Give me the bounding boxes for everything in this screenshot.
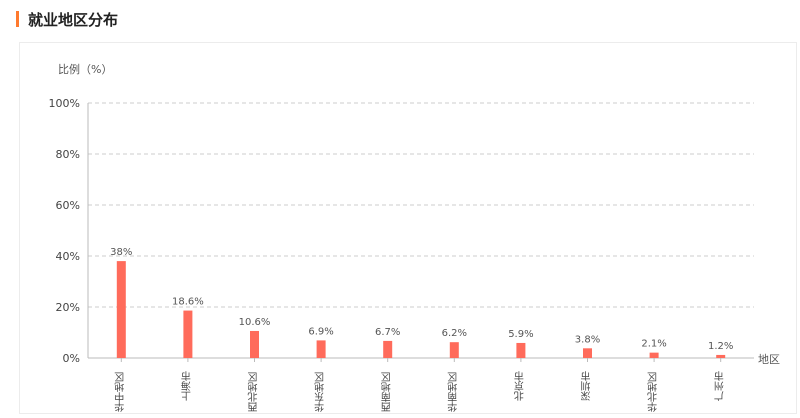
data-label: 10.6% bbox=[239, 317, 271, 328]
x-tick-label: 西北地区 bbox=[248, 372, 260, 412]
data-label: 2.1% bbox=[641, 339, 666, 350]
y-tick-label: 20% bbox=[56, 301, 80, 314]
x-axis-label: 地区 bbox=[758, 353, 780, 366]
bar-chart: 0% 20% 40% 60% 80% 100% 38% 华中地区 18.6% 上海市 10.6% 西… bbox=[49, 62, 780, 413]
bar bbox=[383, 340, 393, 358]
data-label: 1.2% bbox=[708, 341, 733, 352]
x-tick-label: 上海市 bbox=[181, 370, 193, 401]
bar bbox=[516, 342, 526, 358]
bar bbox=[649, 352, 659, 358]
data-label: 6.2% bbox=[442, 328, 467, 339]
x-tick-label: 华北地区 bbox=[648, 372, 660, 413]
bar bbox=[449, 342, 459, 358]
section-header: 就业地区分布 bbox=[16, 8, 118, 30]
bar bbox=[183, 310, 193, 358]
x-tick-label: 广州市 bbox=[714, 370, 726, 401]
axis-layer: 0% 20% 40% 60% 80% 100% bbox=[49, 97, 754, 365]
x-tick-label: 北京市 bbox=[514, 370, 526, 401]
x-tick-label: 西南地区 bbox=[381, 372, 393, 412]
y-tick-label: 80% bbox=[56, 148, 80, 161]
section-title: 就业地区分布 bbox=[28, 10, 119, 29]
data-label: 5.9% bbox=[508, 329, 533, 340]
x-tick-label: 华东地区 bbox=[315, 372, 327, 413]
chart-panel: 0% 20% 40% 60% 80% 100% 38% 华中地区 18.6% 上海市 10.6% 西… bbox=[19, 42, 797, 414]
x-tick-label: 华南地区 bbox=[448, 372, 460, 413]
bar bbox=[316, 340, 326, 358]
data-label: 6.9% bbox=[308, 326, 333, 337]
x-tick-label: 深圳市 bbox=[581, 370, 593, 401]
label-layer: 38% 华中地区 18.6% 上海市 10.6% 西北地区 6.9% 华东地区 6.7% 西南地区… bbox=[110, 247, 733, 413]
x-tick-label: 华中地区 bbox=[115, 372, 127, 413]
y-tick-label: 100% bbox=[49, 97, 80, 110]
grid-layer bbox=[88, 102, 754, 308]
header-accent-bar bbox=[16, 11, 19, 27]
bar-layer bbox=[116, 261, 726, 358]
bar bbox=[583, 348, 592, 358]
bar bbox=[716, 354, 726, 358]
y-tick-label: 0% bbox=[63, 352, 80, 365]
y-axis-label: 比例（%） bbox=[58, 62, 112, 76]
y-tick-label: 40% bbox=[56, 250, 80, 263]
data-label: 3.8% bbox=[575, 334, 600, 345]
bar bbox=[116, 261, 126, 358]
data-label: 38% bbox=[110, 247, 132, 258]
bar bbox=[250, 330, 259, 358]
data-label: 6.7% bbox=[375, 327, 400, 338]
y-tick-label: 60% bbox=[56, 199, 80, 212]
data-label: 18.6% bbox=[172, 297, 204, 308]
